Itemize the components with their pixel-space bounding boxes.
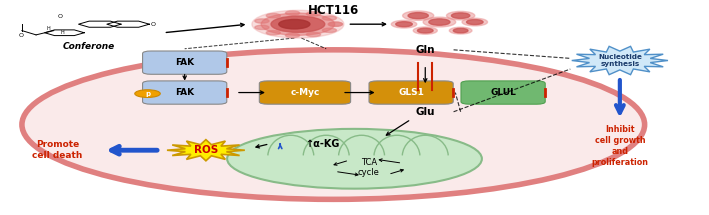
FancyBboxPatch shape <box>369 81 453 104</box>
Circle shape <box>447 11 475 20</box>
Text: H: H <box>61 30 65 35</box>
FancyBboxPatch shape <box>143 51 227 74</box>
Circle shape <box>135 90 160 97</box>
FancyBboxPatch shape <box>461 81 545 104</box>
Circle shape <box>462 18 488 26</box>
Text: Promote
cell death: Promote cell death <box>32 140 82 160</box>
Circle shape <box>423 17 456 27</box>
Text: ROS: ROS <box>194 145 218 155</box>
Text: O: O <box>151 22 156 27</box>
Text: GLUL: GLUL <box>490 88 516 97</box>
Circle shape <box>328 22 342 26</box>
Circle shape <box>286 11 300 15</box>
Text: HCT116: HCT116 <box>308 4 359 17</box>
Circle shape <box>271 16 325 32</box>
Circle shape <box>467 20 483 25</box>
Circle shape <box>323 28 337 32</box>
Circle shape <box>255 25 269 29</box>
Text: Inhibit
cell growth
and
proliferation: Inhibit cell growth and proliferation <box>591 124 648 167</box>
Text: p: p <box>145 91 150 97</box>
Circle shape <box>391 20 417 28</box>
Circle shape <box>306 32 320 37</box>
Circle shape <box>453 28 468 33</box>
Circle shape <box>396 22 413 27</box>
Text: FAK: FAK <box>175 58 194 67</box>
Text: O: O <box>57 14 62 19</box>
Circle shape <box>279 20 310 29</box>
Text: Gln: Gln <box>415 45 435 55</box>
Circle shape <box>429 19 450 25</box>
Circle shape <box>306 12 320 16</box>
Circle shape <box>267 14 280 18</box>
Circle shape <box>267 31 280 35</box>
Text: GLS1: GLS1 <box>398 88 424 97</box>
Polygon shape <box>167 140 245 161</box>
Text: H: H <box>47 26 50 31</box>
Text: Nucleotide
synthesis: Nucleotide synthesis <box>598 54 642 67</box>
Circle shape <box>403 11 434 20</box>
Circle shape <box>452 13 470 18</box>
Text: O: O <box>18 33 23 38</box>
Polygon shape <box>571 46 668 75</box>
Circle shape <box>255 19 269 23</box>
FancyBboxPatch shape <box>143 81 227 104</box>
Circle shape <box>261 13 335 35</box>
Text: ↑α-KG: ↑α-KG <box>305 139 340 149</box>
Circle shape <box>323 16 337 20</box>
Circle shape <box>408 13 428 19</box>
FancyBboxPatch shape <box>259 81 351 104</box>
Ellipse shape <box>22 50 644 199</box>
Text: Conferone: Conferone <box>63 42 116 51</box>
Circle shape <box>328 22 342 26</box>
Text: Glu: Glu <box>415 107 435 117</box>
Circle shape <box>450 27 472 34</box>
Text: c-Myc: c-Myc <box>290 88 320 97</box>
Circle shape <box>286 33 300 38</box>
Circle shape <box>413 27 437 34</box>
Ellipse shape <box>227 129 482 189</box>
Text: TCA
cycle: TCA cycle <box>358 158 379 177</box>
Circle shape <box>418 28 433 33</box>
Circle shape <box>252 10 344 38</box>
Text: FAK: FAK <box>175 88 194 97</box>
